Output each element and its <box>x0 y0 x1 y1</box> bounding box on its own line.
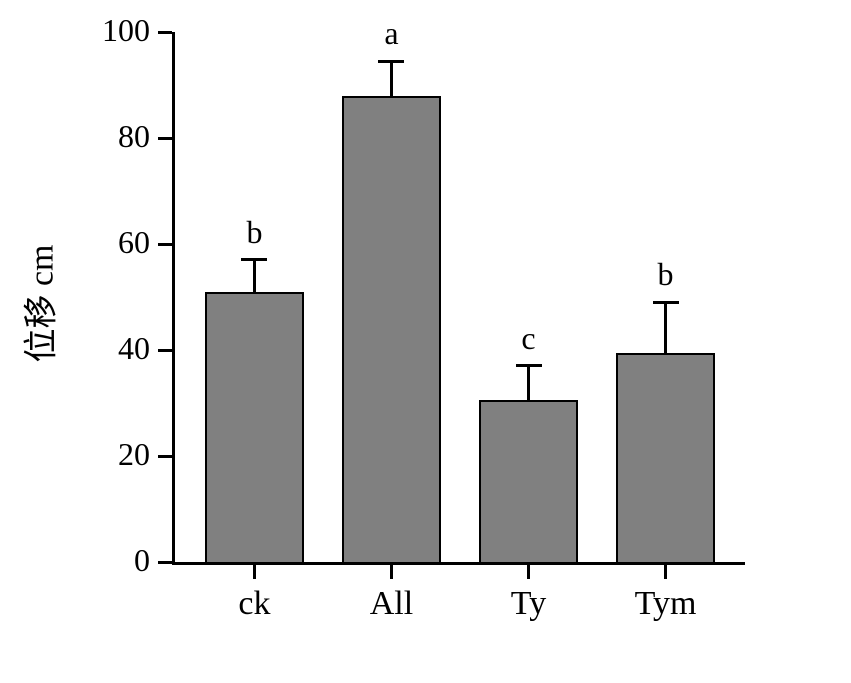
x-axis <box>172 562 745 565</box>
y-tick <box>158 137 172 140</box>
category-label: Ty <box>469 585 589 623</box>
y-tick <box>158 349 172 352</box>
error-bar <box>527 366 530 400</box>
error-cap <box>653 301 679 304</box>
error-bar <box>664 302 667 352</box>
category-label: Tym <box>606 585 726 623</box>
y-tick-label: 80 <box>78 118 150 155</box>
significance-label: b <box>224 214 284 251</box>
error-bar <box>390 61 393 95</box>
y-tick <box>158 561 172 564</box>
y-tick <box>158 243 172 246</box>
x-tick <box>664 565 667 579</box>
y-tick-label: 60 <box>78 224 150 261</box>
y-tick-label: 100 <box>78 12 150 49</box>
y-axis <box>172 32 175 562</box>
significance-label: c <box>499 320 559 357</box>
category-label: All <box>331 585 451 623</box>
y-tick-label: 0 <box>78 542 150 579</box>
error-cap <box>516 364 542 367</box>
y-axis-title: 位移 cm <box>14 224 63 384</box>
y-tick <box>158 455 172 458</box>
y-tick <box>158 31 172 34</box>
bar-chart: 位移 cm 0 20 40 60 80 100 b ck a All c Ty b Tym <box>0 0 851 683</box>
error-bar <box>253 260 256 292</box>
y-tick-label: 40 <box>78 330 150 367</box>
bar <box>205 292 304 562</box>
significance-label: b <box>636 256 696 293</box>
bar <box>479 400 578 562</box>
x-tick <box>527 565 530 579</box>
error-cap <box>378 60 404 63</box>
bar <box>342 96 441 562</box>
bar <box>616 353 715 562</box>
x-tick <box>390 565 393 579</box>
error-cap <box>241 258 267 261</box>
significance-label: a <box>361 15 421 52</box>
category-label: ck <box>194 585 314 623</box>
x-tick <box>253 565 256 579</box>
y-tick-label: 20 <box>78 436 150 473</box>
